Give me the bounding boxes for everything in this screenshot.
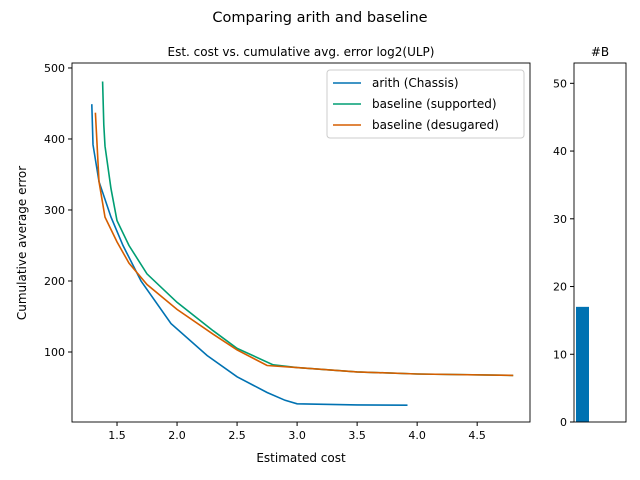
y-tick-label: 400	[44, 133, 65, 146]
bar	[576, 306, 589, 422]
legend-label: arith (Chassis)	[372, 76, 459, 90]
y-axis-label: Cumulative average error	[15, 166, 29, 320]
x-tick-label: 3.5	[348, 429, 366, 442]
x-tick-label: 2.5	[228, 429, 246, 442]
legend-box	[326, 69, 525, 139]
main-plot-frame	[71, 62, 531, 423]
x-tick-label: 4.0	[408, 429, 426, 442]
bar-y-tick-label: 20	[553, 281, 567, 294]
x-tick-label: 3.0	[288, 429, 306, 442]
bar-plot-title: #B	[591, 45, 609, 59]
x-tick-label: 2.0	[168, 429, 186, 442]
x-tick-label: 4.5	[468, 429, 486, 442]
x-axis-label: Estimated cost	[256, 451, 346, 465]
legend: arith (Chassis) baseline (supported) basel…	[326, 69, 525, 139]
series-line-0	[91, 104, 408, 406]
y-tick-label: 200	[44, 275, 65, 288]
legend-label: baseline (desugared)	[372, 118, 499, 132]
series-line-2	[94, 112, 514, 377]
figure-suptitle: Comparing arith and baseline	[212, 10, 427, 26]
bar-y-tick-label: 50	[553, 77, 567, 90]
main-plot-title: Est. cost vs. cumulative avg. error log2…	[168, 45, 435, 59]
bar-y-tick-label: 30	[553, 213, 567, 226]
legend-label: baseline (supported)	[372, 97, 497, 111]
bar-y-tick-label: 10	[553, 348, 567, 361]
bar-y-tick-label: 0	[560, 416, 567, 429]
x-tick-label: 1.5	[108, 429, 126, 442]
y-tick-label: 100	[44, 346, 65, 359]
bar-plot-frame	[573, 62, 627, 423]
y-tick-label: 300	[44, 204, 65, 217]
y-tick-label: 500	[44, 62, 65, 75]
bar-y-tick-label: 40	[553, 145, 567, 158]
